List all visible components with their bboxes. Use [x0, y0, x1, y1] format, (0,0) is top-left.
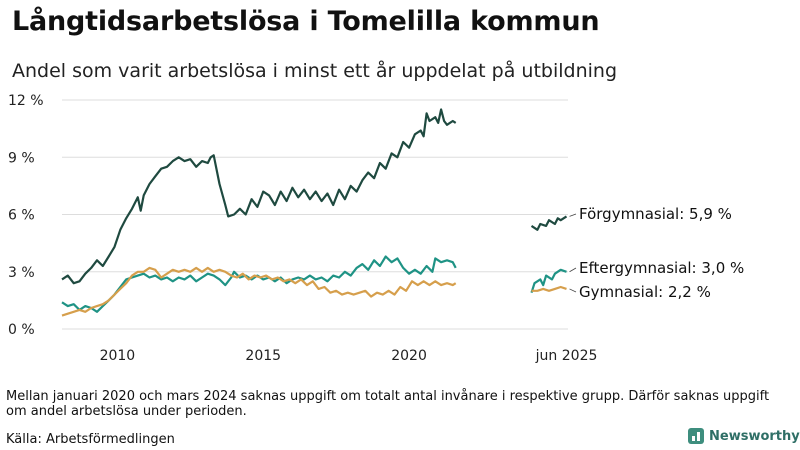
series-end-label: Eftergymnasial: 3,0 % [579, 259, 744, 277]
end-label-leader [569, 213, 577, 217]
series-line-f-rgymnasial [530, 215, 568, 231]
series-end-label: Förgymnasial: 5,9 % [579, 205, 732, 223]
series-end-labels: Förgymnasial: 5,9 % Eftergymnasial: 3,0 %… [569, 205, 744, 301]
series-line-gymnasial [61, 266, 457, 317]
series-lines [61, 108, 568, 317]
chart-subtitle: Andel som varit arbetslösa i minst ett å… [12, 60, 618, 82]
series-line-eftergymnasial [61, 255, 457, 313]
brand-name: Newsworthy [709, 428, 800, 444]
newsworthy-logo: Newsworthy [688, 428, 800, 444]
gridlines [62, 99, 568, 330]
source-text: Källa: Arbetsförmedlingen [6, 432, 175, 447]
x-tick-label: 2020 [391, 348, 427, 364]
line-chart: 0 % 3 % 6 % 9 % 12 % 2010 2015 2020 jun 2025 Fö… [8, 93, 744, 364]
series-line-gymnasial [531, 285, 567, 292]
y-tick-label: 9 % [8, 150, 35, 166]
y-tick-label: 6 % [8, 208, 35, 224]
y-tick-label: 12 % [8, 93, 44, 109]
x-axis-ticks: 2010 2015 2020 jun 2025 [100, 348, 598, 364]
series-line-f-rgymnasial [61, 108, 457, 285]
y-tick-label: 3 % [8, 265, 35, 281]
x-tick-label: 2015 [245, 348, 281, 364]
series-line-eftergymnasial [530, 268, 567, 294]
x-tick-label: 2010 [100, 348, 136, 364]
x-tick-label: jun 2025 [535, 348, 598, 364]
end-label-leader [569, 288, 577, 293]
bar-chart-icon [688, 428, 704, 444]
chart-title: Långtidsarbetslösa i Tomelilla kommun [12, 6, 600, 37]
y-axis-ticks: 0 % 3 % 6 % 9 % 12 % [8, 93, 44, 338]
series-end-label: Gymnasial: 2,2 % [579, 283, 711, 301]
end-label-leader [569, 267, 577, 273]
y-tick-label: 0 % [8, 322, 35, 338]
footnote: Mellan januari 2020 och mars 2024 saknas… [6, 389, 770, 419]
